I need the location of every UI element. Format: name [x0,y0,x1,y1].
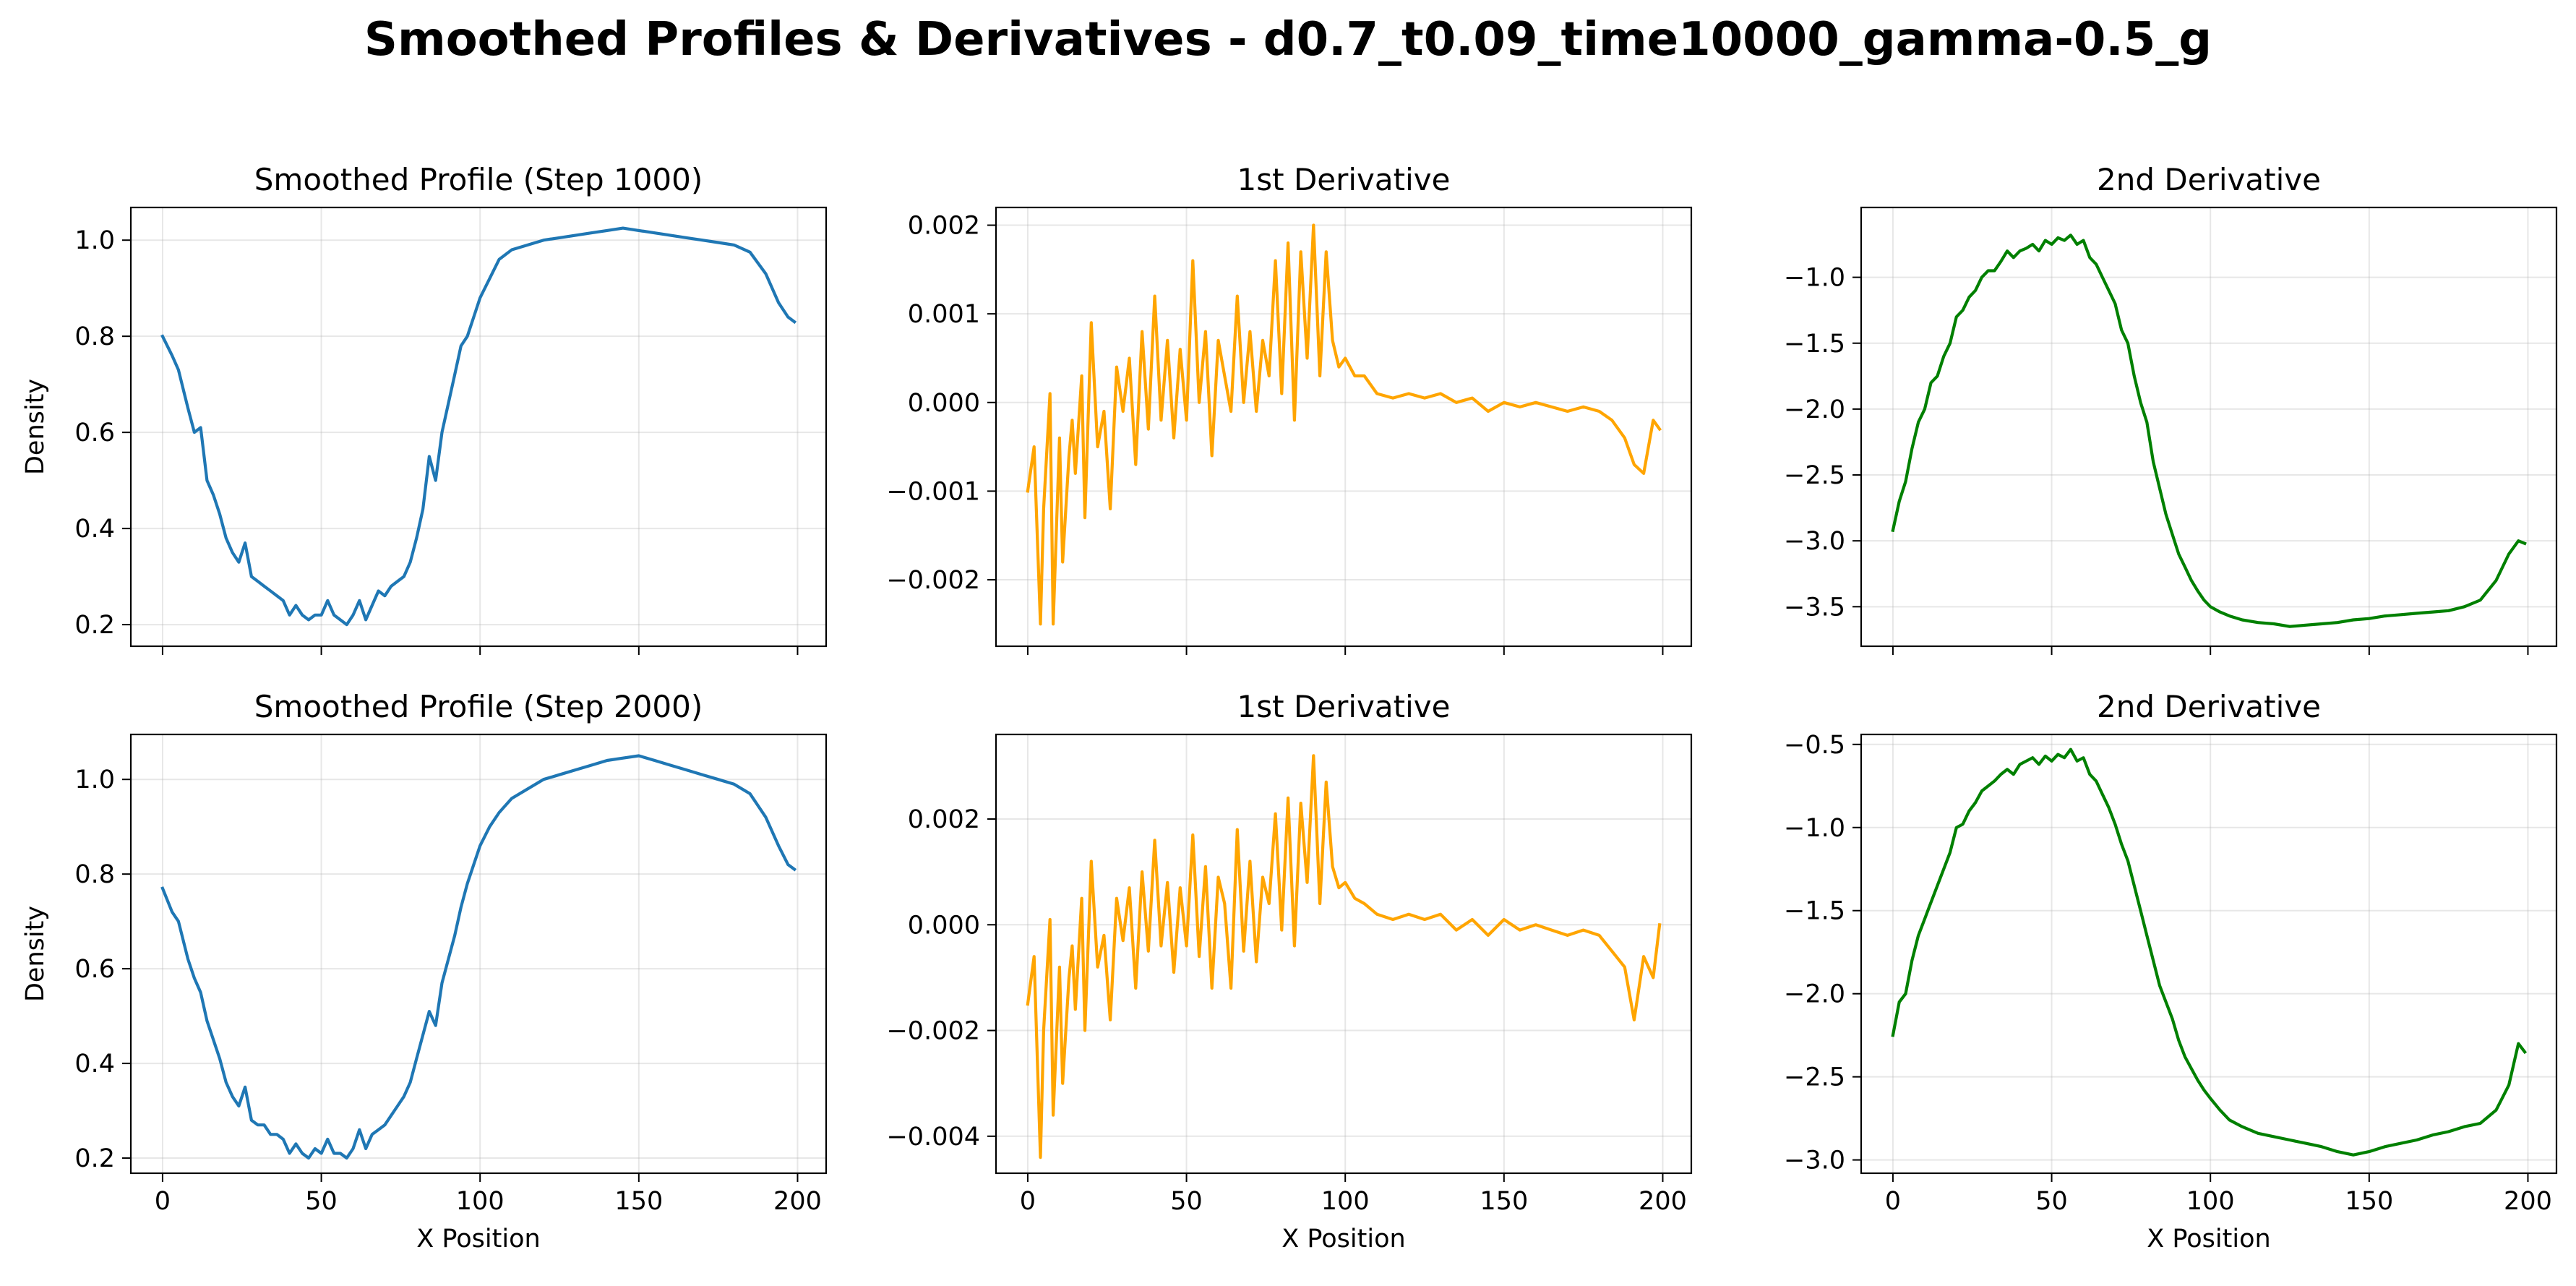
subplot-title: 1st Derivative [1237,162,1451,197]
y-tick-label: −2.0 [1784,980,1845,1009]
x-tick-label: 0 [155,1187,171,1216]
subplot-title: Smoothed Profile (Step 2000) [254,689,703,724]
y-tick-label: 0.000 [908,389,980,418]
subplot-title: Smoothed Profile (Step 1000) [254,162,703,197]
y-tick-label: −2.0 [1784,395,1845,424]
y-tick-label: 0.4 [74,1050,115,1079]
series-line [160,754,797,1160]
x-tick-label: 0 [1020,1187,1036,1216]
x-axis-label: X Position [1281,1225,1405,1253]
figure-title: Smoothed Profiles & Derivatives - d0.7_t… [364,13,2212,67]
y-tick-label: −2.5 [1784,1063,1845,1092]
subplot-title: 2nd Derivative [2097,689,2321,724]
y-tick-label: 0.002 [908,805,980,834]
x-tick-label: 100 [2186,1187,2235,1216]
y-tick-label: 0.8 [74,322,115,351]
y-tick-label: 0.001 [908,300,980,329]
x-axis-label: X Position [416,1225,540,1253]
axes-frame [129,206,828,648]
series-line [1026,754,1662,1159]
y-tick-label: −1.5 [1784,330,1845,359]
x-tick-label: 200 [1639,1187,1687,1216]
series-line [1026,223,1662,626]
y-tick-label: −0.001 [886,477,980,506]
y-tick-label: −3.0 [1784,1146,1845,1175]
axes-frame [129,733,828,1175]
subplot-2: −0.002 −0.001 0.000 0.001 0.002 1st Derivativ… [886,162,1693,655]
axes-frame [1860,206,2558,648]
y-tick-label: 0.2 [74,611,115,640]
x-tick-label: 200 [773,1187,822,1216]
x-tick-label: 50 [2035,1187,2068,1216]
y-tick-label: 0.000 [908,911,980,940]
y-tick-label: 0.6 [74,955,115,984]
y-tick-label: −3.5 [1784,593,1845,622]
x-tick-label: 200 [2504,1187,2552,1216]
y-tick-label: −2.5 [1784,461,1845,490]
y-axis-label: Density [21,379,50,475]
y-tick-label: 1.0 [74,226,115,255]
x-tick-label: 150 [2345,1187,2393,1216]
y-tick-label: 0.2 [74,1144,115,1173]
y-tick-label: 0.4 [74,515,115,544]
y-tick-label: 1.0 [74,766,115,794]
y-tick-label: −0.002 [886,566,980,595]
series-line [160,226,797,627]
y-tick-label: 0.6 [74,419,115,447]
x-tick-label: 0 [1885,1187,1901,1216]
y-tick-label: 0.002 [908,212,980,241]
x-tick-label: 50 [305,1187,338,1216]
y-tick-label: −0.004 [886,1123,980,1152]
y-tick-label: −3.0 [1784,527,1845,556]
axes-frame [995,733,1693,1175]
x-tick-label: 50 [1170,1187,1203,1216]
y-tick-label: −1.0 [1784,814,1845,843]
axes-frame [1860,733,2558,1175]
y-tick-label: 0.8 [74,860,115,889]
y-tick-label: −1.0 [1784,264,1845,293]
subplot-5: 0 50 100 150 200 −0.004 −0.002 0.000 0.002 1st De… [886,689,1693,1253]
x-tick-label: 100 [1321,1187,1370,1216]
x-axis-label: X Position [2147,1225,2270,1253]
y-tick-label: −0.002 [886,1017,980,1046]
subplot-title: 2nd Derivative [2097,162,2321,197]
x-tick-label: 100 [456,1187,505,1216]
subplot-1: 0.2 0.4 0.6 0.8 1.0 Smoothed Profile (Step 10… [21,162,828,655]
y-tick-label: −0.5 [1784,731,1845,760]
subplot-3: −3.5 −3.0 −2.5 −2.0 −1.5 −1.0 2nd Derivative [1784,162,2558,655]
y-axis-label: Density [21,906,50,1002]
subplot-4: 0 50 100 150 200 0.2 0.4 0.6 0.8 1.0 Smoothed Prof… [21,689,828,1253]
axes-frame [995,206,1693,648]
subplot-6: 0 50 100 150 200 −3.0 −2.5 −2.0 −1.5 −1.0 −0.5 2nd … [1784,689,2558,1253]
subplot-title: 1st Derivative [1237,689,1451,724]
x-tick-label: 150 [614,1187,663,1216]
y-tick-label: −1.5 [1784,897,1845,926]
series-line [1891,233,2527,628]
series-line [1891,747,2528,1157]
x-tick-label: 150 [1480,1187,1528,1216]
